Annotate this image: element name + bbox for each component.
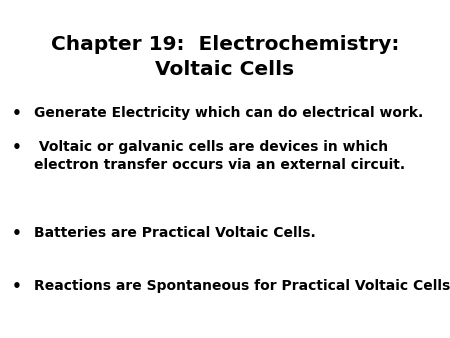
Text: •: •: [11, 279, 21, 294]
Text: •: •: [11, 140, 21, 155]
Text: Batteries are Practical Voltaic Cells.: Batteries are Practical Voltaic Cells.: [34, 226, 315, 240]
Text: Generate Electricity which can do electrical work.: Generate Electricity which can do electr…: [34, 106, 423, 120]
Text: Voltaic or galvanic cells are devices in which
electron transfer occurs via an e: Voltaic or galvanic cells are devices in…: [34, 140, 405, 172]
Text: •: •: [11, 106, 21, 121]
Text: Chapter 19:  Electrochemistry:
Voltaic Cells: Chapter 19: Electrochemistry: Voltaic Ce…: [51, 35, 399, 79]
Text: •: •: [11, 226, 21, 241]
Text: Reactions are Spontaneous for Practical Voltaic Cells.: Reactions are Spontaneous for Practical …: [34, 279, 450, 293]
